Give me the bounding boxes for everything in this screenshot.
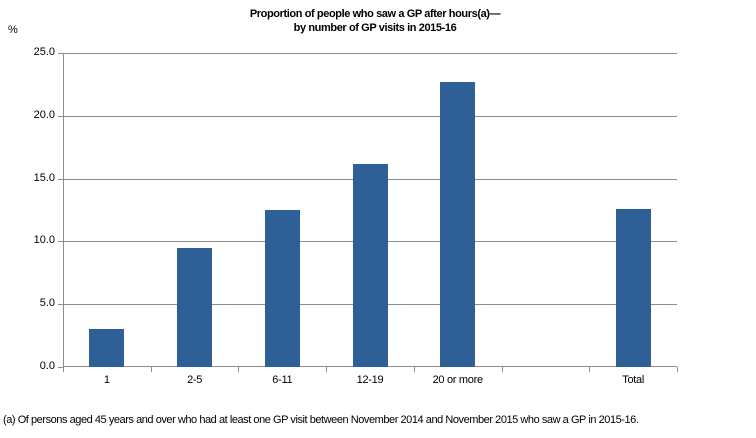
chart-title: Proportion of people who saw a GP after … (200, 7, 550, 35)
chart-title-line-1: Proportion of people who saw a GP after … (249, 8, 501, 20)
x-tick-label: 1 (103, 374, 110, 386)
x-tick-label: Total (622, 374, 645, 386)
plot-area (58, 53, 678, 372)
y-axis-unit-label: % (8, 24, 18, 36)
bar (440, 81, 476, 367)
bar (264, 210, 300, 367)
x-tick-mark (677, 367, 678, 372)
bar (177, 247, 213, 367)
y-tick-label: 0.0 (39, 360, 55, 372)
y-tick-label: 10.0 (33, 234, 55, 247)
gridline (63, 53, 677, 54)
y-tick-label: 15.0 (33, 171, 55, 184)
gridline (63, 115, 677, 117)
x-tick-mark (238, 367, 240, 372)
y-tick-mark (58, 178, 63, 180)
x-tick-label: 20 or more (432, 374, 484, 386)
x-tick-mark (63, 367, 64, 372)
x-tick-mark (501, 367, 503, 372)
y-tick-label: 5.0 (39, 297, 55, 310)
bar (615, 208, 651, 367)
x-tick-label: 6-11 (272, 374, 293, 386)
x-tick-mark (150, 367, 152, 372)
chart-footnote: (a) Of persons aged 45 years and over wh… (3, 414, 639, 426)
y-tick-mark (58, 115, 63, 117)
y-axis-line (63, 53, 64, 367)
chart-title-line-2: by number of GP visits in 2015-16 (293, 22, 457, 34)
x-tick-mark (326, 367, 328, 372)
y-tick-mark (58, 304, 63, 306)
x-tick-label: 2-5 (187, 374, 203, 386)
bar (352, 163, 388, 367)
y-tick-mark (58, 367, 63, 368)
bar (89, 329, 125, 367)
y-tick-mark (58, 53, 63, 54)
x-tick-mark (589, 367, 591, 372)
y-tick-label: 25.0 (33, 46, 55, 58)
y-tick-label: 20.0 (33, 108, 55, 121)
x-tick-label: 12-19 (356, 374, 384, 386)
x-tick-mark (413, 367, 415, 372)
y-tick-mark (58, 241, 63, 243)
